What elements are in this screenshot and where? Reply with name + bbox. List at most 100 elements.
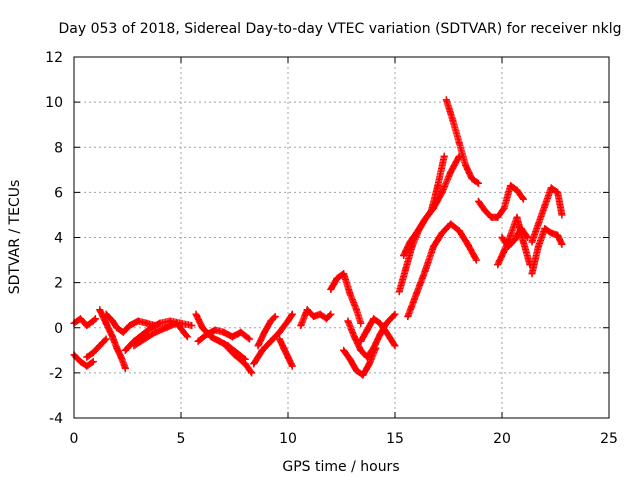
data-point [147,324,155,332]
data-point [395,288,403,296]
data-point [412,229,420,237]
data-point [83,353,91,361]
data-point [547,229,555,237]
data-point [363,326,371,334]
data-point [547,184,555,192]
data-point [382,328,390,336]
data-point [241,360,249,368]
data-point [216,337,224,345]
data-point [89,358,97,366]
data-point [138,331,146,339]
data-point [447,220,455,228]
data-point [303,306,311,314]
series-arc-07 [130,319,191,350]
data-point [528,270,536,278]
data-point [500,204,508,212]
data-point [498,234,506,241]
data-point [481,206,489,214]
data-point [297,321,305,329]
data-point [507,231,515,239]
data-point [83,362,91,370]
data-point [91,315,99,323]
series-arc-04 [96,306,129,372]
data-point [113,324,121,332]
data-point [406,238,414,246]
data-point [275,335,283,343]
data-point [248,369,256,377]
data-point [519,238,527,246]
data-point [412,290,420,298]
data-point [352,306,360,314]
data-point [109,317,117,325]
x-tick-label: 15 [386,431,404,447]
data-point [156,319,164,327]
data-point [316,310,324,318]
data-point [280,344,288,352]
data-point [192,310,200,318]
data-point [258,346,266,354]
data-point [372,344,380,352]
y-tick-label: 2 [54,276,63,292]
series-markers [475,182,527,221]
data-point [220,328,228,336]
data-point [333,274,341,282]
data-point [442,96,450,104]
data-point [376,331,384,339]
data-point [357,337,365,345]
data-point [430,243,438,251]
data-point [370,315,378,323]
data-point [76,315,84,323]
y-tick-label: 12 [45,50,63,66]
data-point [434,182,442,190]
data-point [391,342,399,350]
y-tick-label: 8 [54,140,63,156]
data-point [96,342,104,350]
data-point [250,360,258,368]
series-arc-14 [297,306,335,329]
series-arc-21 [404,220,480,320]
data-point [554,231,562,239]
data-point [237,328,245,336]
data-point [421,267,429,275]
data-point [344,317,352,325]
data-point [83,321,91,329]
data-point [494,213,502,221]
data-point [534,243,542,251]
y-tick-label: 6 [54,185,63,201]
series-arc-11 [250,310,296,368]
y-tick-label: 10 [45,95,63,111]
series-arc-26 [528,224,566,278]
data-point [464,240,472,248]
data-point [117,353,125,361]
series-arc-09 [194,326,253,345]
y-tick-label: -2 [49,366,63,382]
data-point [554,188,562,196]
data-point [402,265,410,273]
series-arc-01 [70,315,99,329]
y-tick-label: 0 [54,321,63,337]
data-point [162,324,170,332]
series-arc-03 [83,335,110,361]
data-point [462,161,470,169]
data-point [113,344,121,352]
x-tick-label: 25 [600,431,618,447]
data-point [340,270,348,278]
data-point [327,310,335,318]
data-point [359,371,367,379]
y-tick-label: -4 [49,411,63,427]
data-point [365,360,373,368]
data-point [421,215,429,223]
data-point [119,328,127,336]
data-point [517,224,525,232]
data-point [310,312,318,320]
data-point [194,337,202,345]
data-point [500,247,508,255]
data-point [327,285,335,293]
data-point [173,319,181,327]
data-point [220,340,228,348]
data-point [400,252,408,260]
series-markers [70,315,99,329]
data-point [245,335,253,343]
data-point [203,331,211,339]
